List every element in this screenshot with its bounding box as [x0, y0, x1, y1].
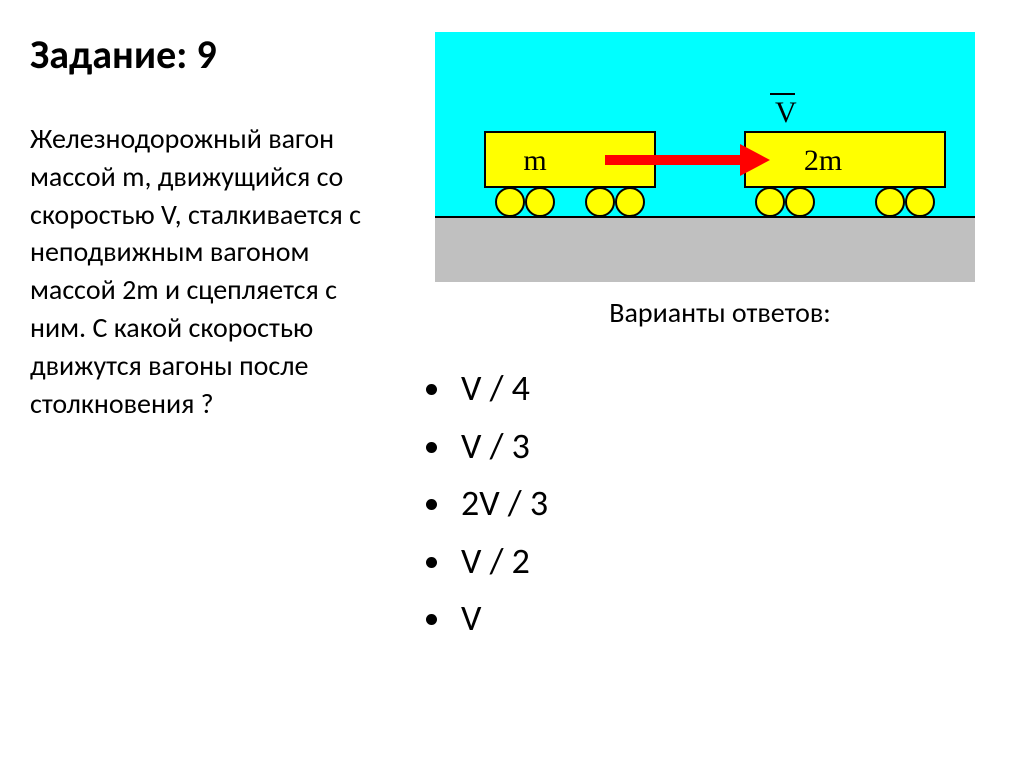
answer-option: V / 4 — [455, 360, 548, 418]
task-title: Задание: 9 — [30, 30, 217, 79]
answer-options: V / 4 V / 3 2V / 3V / 2V — [420, 360, 548, 648]
physics-diagram: m 2mV — [435, 32, 975, 282]
svg-text:V: V — [775, 96, 797, 129]
svg-text:m: m — [523, 144, 546, 177]
svg-text:2m: 2m — [804, 144, 842, 177]
question-text: Железнодорожный вагон массой m, движущий… — [30, 120, 390, 422]
answer-option: 2V / 3 — [455, 475, 548, 533]
slide: Задание: 9 Железнодорожный вагон массой … — [0, 0, 1024, 768]
answer-option: V — [455, 590, 548, 648]
answers-label: Варианты ответов: — [570, 295, 870, 330]
answer-option: V / 2 — [455, 533, 548, 591]
answer-option: V / 3 — [455, 418, 548, 476]
